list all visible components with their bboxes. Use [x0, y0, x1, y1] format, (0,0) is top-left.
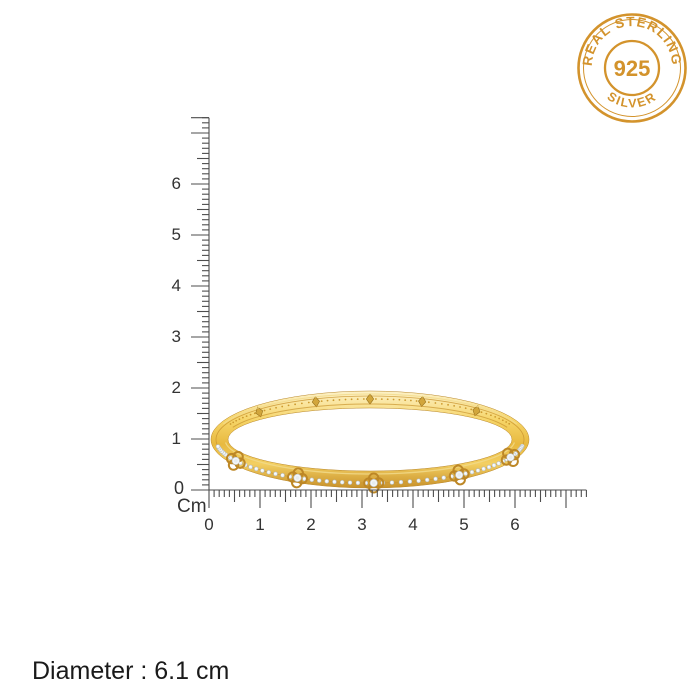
- svg-text:6: 6: [510, 515, 519, 534]
- svg-text:0: 0: [204, 515, 213, 534]
- svg-text:4: 4: [172, 276, 181, 295]
- svg-text:2: 2: [172, 378, 181, 397]
- svg-text:4: 4: [408, 515, 417, 534]
- svg-text:3: 3: [172, 327, 181, 346]
- svg-text:1: 1: [172, 429, 181, 448]
- svg-text:Cm: Cm: [177, 496, 207, 517]
- svg-text:5: 5: [172, 225, 181, 244]
- svg-text:3: 3: [357, 515, 366, 534]
- svg-text:Diameter : 6.1 cm: Diameter : 6.1 cm: [32, 657, 229, 685]
- svg-text:SILVER: SILVER: [605, 89, 660, 110]
- svg-text:1: 1: [255, 515, 264, 534]
- svg-text:5: 5: [459, 515, 468, 534]
- svg-text:0: 0: [174, 478, 184, 498]
- svg-text:6: 6: [172, 174, 181, 193]
- svg-text:2: 2: [306, 515, 315, 534]
- svg-text:925: 925: [614, 56, 651, 81]
